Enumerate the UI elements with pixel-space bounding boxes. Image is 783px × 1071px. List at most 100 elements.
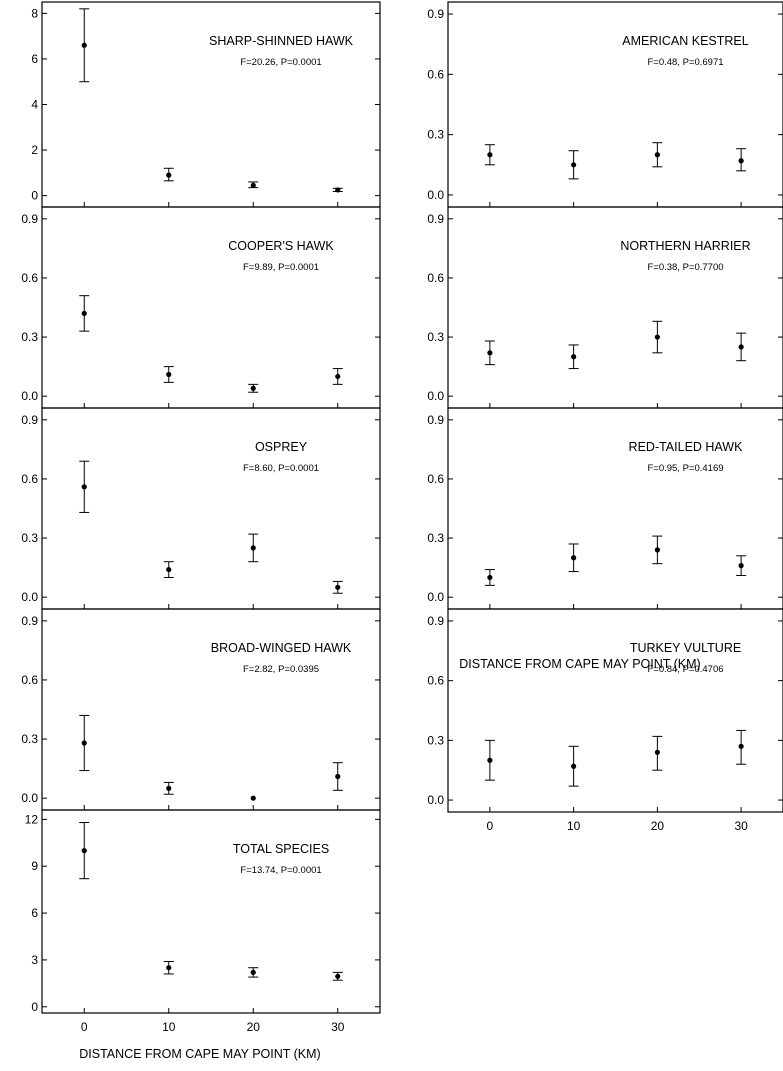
y-tick-label: 0.6	[427, 67, 444, 81]
y-tick-label: 0.0	[427, 389, 444, 403]
data-point	[250, 182, 256, 188]
x-tick-label: 30	[331, 1020, 345, 1034]
data-point	[487, 757, 493, 763]
panel-1: 0 2 4 6 8 SHARP-SHINNED HAWK F=20.26, P=0.0001	[31, 1, 381, 208]
panel-title: BROAD-WINGED HAWK	[211, 641, 352, 655]
data-point	[738, 563, 744, 569]
panel-stats: F=0.48, P=0.6971	[647, 57, 723, 68]
data-point	[166, 785, 172, 791]
y-tick-label: 0.3	[21, 732, 38, 746]
y-tick-label: 0.9	[427, 212, 444, 226]
x-tick-label: 20	[651, 819, 665, 833]
y-tick-label: 0.0	[21, 590, 38, 604]
panel-title: RED-TAILED HAWK	[629, 440, 744, 454]
data-point	[487, 574, 493, 581]
data-point	[654, 749, 660, 755]
y-tick-label: 0.3	[427, 128, 444, 142]
panel-stats: F=13.74, P=0.0001	[240, 865, 321, 876]
y-tick-label: 0	[31, 189, 38, 203]
panel-4: 0.0 0.3 0.6 0.9 BROAD-WINGED HAWK F=2.82, P=0…	[21, 608, 381, 811]
panel-6: 0.0 0.3 0.6 0.9 AMERICAN KESTREL F=0.48, P=0.…	[427, 1, 783, 208]
y-tick-label: 0.3	[427, 531, 444, 545]
x-tick-label: 30	[734, 819, 748, 833]
panel-frame	[41, 1, 381, 208]
y-tick-label: 0.9	[21, 614, 38, 628]
y-tick-label: 0.3	[427, 733, 444, 747]
y-tick-label: 6	[31, 906, 38, 920]
y-tick-label: 0.9	[427, 7, 444, 21]
y-tick-label: 9	[31, 859, 38, 873]
panel-frame	[447, 206, 783, 409]
y-tick-label: 0.0	[427, 188, 444, 202]
panel-7: 0.0 0.3 0.6 0.9 NORTHERN HARRIER F=0.38, P=0.…	[427, 206, 783, 409]
data-point	[81, 42, 87, 48]
y-tick-label: 0.3	[21, 531, 38, 545]
data-point	[250, 969, 256, 976]
panel-frame	[447, 608, 783, 813]
data-point	[335, 973, 341, 979]
x-tick-label: 0	[487, 819, 494, 833]
panel-frame	[41, 407, 381, 610]
panel-3: 0.0 0.3 0.6 0.9 OSPREY F=8.60, P=0.0001	[21, 407, 381, 610]
y-tick-label: 0.9	[21, 212, 38, 226]
data-point	[250, 545, 256, 551]
data-point	[166, 566, 172, 573]
y-tick-label: 6	[31, 52, 38, 66]
data-point	[250, 385, 256, 391]
y-tick-label: 0	[31, 1000, 38, 1014]
data-point	[81, 740, 87, 746]
data-point	[654, 152, 660, 158]
data-point	[571, 763, 577, 769]
y-tick-label: 0.6	[427, 674, 444, 688]
data-point	[335, 187, 341, 193]
y-tick-label: 0.6	[427, 271, 444, 285]
data-point	[335, 373, 341, 380]
panel-title: TURKEY VULTURE	[630, 641, 741, 655]
panel-stats: F=8.60, P=0.0001	[243, 463, 319, 474]
panel-title: COOPER'S HAWK	[228, 239, 334, 253]
panel-9: 0.0 0.3 0.6 0.9 0 10 20 30 TURKEY VULTURE F=0.84,…	[427, 608, 783, 833]
data-point	[738, 743, 744, 749]
panel-stats: F=2.82, P=0.0395	[243, 664, 319, 675]
panel-title: AMERICAN KESTREL	[622, 34, 748, 48]
y-tick-label: 0.6	[21, 472, 38, 486]
x-tick-label: 10	[162, 1020, 176, 1034]
panel-5: 0 3 6 9 12 0 10 20 30 TOTAL SPECIES F=13.74, P=0.0…	[25, 809, 381, 1034]
y-tick-label: 3	[31, 953, 38, 967]
y-tick-label: 0.6	[21, 673, 38, 687]
panel-frame	[447, 1, 783, 208]
panel-frame	[41, 608, 381, 811]
x-tick-label: 10	[567, 819, 581, 833]
y-tick-label: 0.0	[427, 793, 444, 807]
y-tick-label: 0.9	[427, 614, 444, 628]
panel-2: 0.0 0.3 0.6 0.9 COOPER'S HAWK F=9.89, P=0.000…	[21, 206, 381, 409]
y-tick-label: 0.0	[21, 389, 38, 403]
y-tick-label: 0.3	[21, 330, 38, 344]
data-point	[81, 848, 87, 854]
x-axis-label-right: DISTANCE FROM CAPE MAY POINT (KM)	[459, 657, 700, 671]
panel-title: OSPREY	[255, 440, 308, 454]
y-tick-label: 8	[31, 6, 38, 20]
data-point	[166, 371, 172, 378]
panel-stats: F=0.95, P=0.4169	[647, 463, 723, 474]
data-point	[335, 773, 341, 780]
data-point	[571, 162, 577, 168]
data-point	[487, 152, 493, 158]
y-tick-label: 0.0	[21, 791, 38, 805]
y-tick-label: 0.6	[427, 472, 444, 486]
panel-8: 0.0 0.3 0.6 0.9 RED-TAILED HAWK F=0.95, P=0.4…	[427, 407, 783, 610]
y-tick-label: 2	[31, 143, 38, 157]
data-point	[487, 350, 493, 356]
y-tick-label: 12	[25, 812, 39, 826]
y-tick-label: 4	[31, 98, 38, 112]
panel-frame	[41, 206, 381, 409]
x-axis-label-left: DISTANCE FROM CAPE MAY POINT (KM)	[79, 1047, 320, 1061]
panel-stats: F=0.38, P=0.7700	[647, 262, 723, 273]
x-tick-label: 0	[81, 1020, 88, 1034]
data-point	[335, 584, 341, 590]
data-point	[738, 344, 744, 350]
data-point	[654, 547, 660, 553]
y-tick-label: 0.6	[21, 271, 38, 285]
panel-title: NORTHERN HARRIER	[620, 239, 750, 253]
